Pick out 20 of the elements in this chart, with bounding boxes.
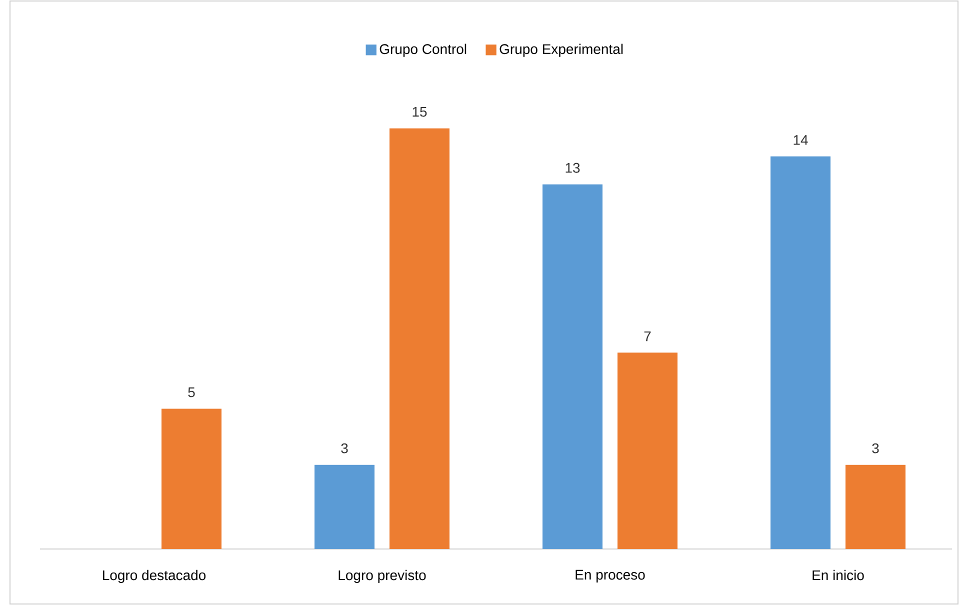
x-tick-label: En proceso bbox=[576, 570, 645, 582]
data-label: 15 bbox=[412, 106, 427, 117]
data-label: 5 bbox=[188, 387, 195, 398]
bar bbox=[162, 408, 222, 549]
bar bbox=[846, 464, 906, 549]
bar bbox=[770, 156, 831, 549]
data-label: 3 bbox=[872, 443, 879, 454]
bar bbox=[542, 184, 603, 549]
legend-label: Grupo Experimental bbox=[500, 44, 623, 57]
x-tick-label: Logro destacado bbox=[103, 570, 206, 583]
legend-label: Grupo Control bbox=[380, 44, 466, 57]
bar bbox=[390, 128, 450, 549]
data-label: 13 bbox=[566, 162, 580, 173]
data-label: 7 bbox=[644, 331, 651, 342]
data-label: 3 bbox=[341, 443, 348, 454]
bar bbox=[618, 352, 678, 549]
data-label: 14 bbox=[794, 135, 808, 145]
bar bbox=[314, 464, 375, 549]
x-tick-label: Logro previsto bbox=[338, 570, 426, 583]
x-tick-label: En inicio bbox=[812, 570, 864, 580]
